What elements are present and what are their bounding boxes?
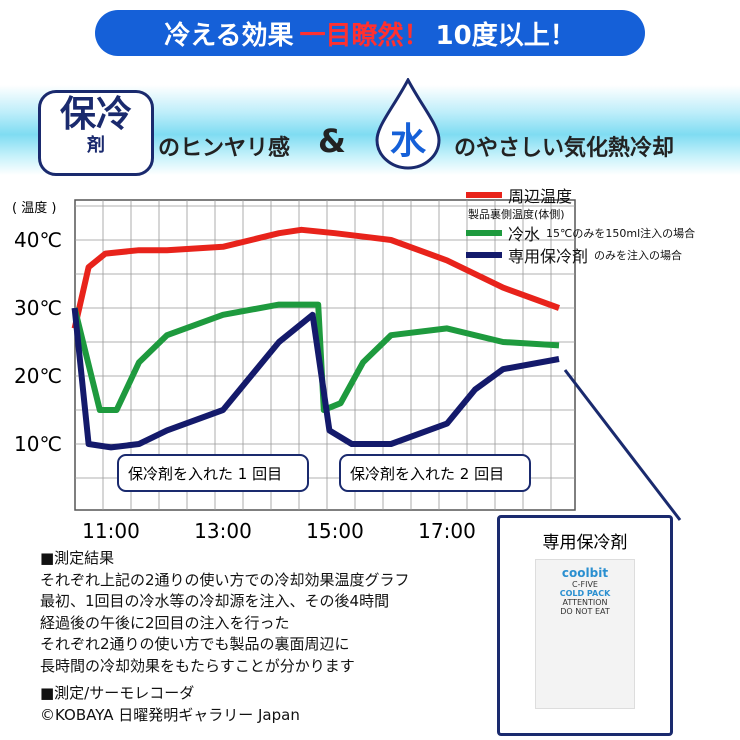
legend-green-note: 15℃のみを150ml注入の場合 bbox=[546, 227, 696, 240]
banner-text-1: 冷える効果 bbox=[164, 20, 294, 51]
results-line: それぞれ2通りの使い方でも製品の裏面周辺に bbox=[40, 635, 350, 653]
legend-green: 冷水 bbox=[508, 225, 541, 244]
series-line-専用保冷剤 bbox=[71, 307, 560, 451]
legend-navy: 専用保冷剤 bbox=[508, 247, 589, 266]
results-line: 最初、1回目の冷水等の冷却源を注入、その後4時間 bbox=[40, 592, 390, 610]
series-line-周辺温度 bbox=[71, 226, 561, 330]
y-tick-label: 10℃ bbox=[14, 432, 62, 456]
ampersand: & bbox=[318, 122, 346, 160]
y-tick-label: 30℃ bbox=[14, 296, 62, 320]
pack-title: 専用保冷剤 bbox=[542, 533, 628, 553]
callout-1-text: 保冷剤を入れた 1 回目 bbox=[128, 465, 282, 483]
headline-banner: 冷える効果 一目瞭然！ 10度以上！ bbox=[95, 10, 645, 56]
temperature-chart: ( 温度 ) 10℃20℃30℃40℃11:00 13:00 15:00 17:00 … bbox=[12, 199, 682, 540]
series-line-冷水 bbox=[71, 301, 560, 413]
banner-text-3: 10度以上！ bbox=[435, 20, 576, 51]
badge-main: 保冷 bbox=[59, 94, 132, 135]
callout-2: 保冷剤を入れた 2 回目 bbox=[339, 454, 531, 492]
method: ■測定/サーモレコーダ bbox=[40, 684, 195, 702]
chart-legend: 周辺温度 製品裏側温度(体側) 冷水 15℃のみを150ml注入の場合 専用保冷剤… bbox=[466, 184, 695, 266]
water-char: 水 bbox=[389, 121, 426, 162]
y-axis-label: ( 温度 ) bbox=[12, 200, 56, 216]
pack-warning: DO NOT EAT bbox=[560, 607, 610, 616]
cold-pack-badge: 保冷 剤 bbox=[38, 90, 154, 176]
cold-pack-panel: 専用保冷剤 coolbit C-FIVE COLD PACK ATTENTION… bbox=[497, 515, 673, 736]
legend-subtitle: 製品裏側温度(体側) bbox=[468, 208, 565, 221]
x-tick-label: 13:00 bbox=[194, 519, 252, 540]
x-tick-label: 17:00 bbox=[418, 519, 476, 540]
y-tick-label: 40℃ bbox=[14, 228, 62, 252]
badge-sub: 剤 bbox=[87, 135, 105, 156]
y-tick-label: 20℃ bbox=[14, 364, 62, 388]
results-title: ■測定結果 bbox=[40, 549, 115, 567]
legend-red: 周辺温度 bbox=[508, 187, 573, 206]
pack-model: C-FIVE bbox=[572, 580, 598, 589]
results-line: それぞれ上記の2通りの使い方での冷却効果温度グラフ bbox=[40, 570, 410, 589]
x-tick-label: 11:00 bbox=[82, 519, 140, 540]
header-text-1: のヒンヤリ感 bbox=[158, 136, 291, 161]
x-tick-label: 15:00 bbox=[306, 519, 364, 540]
water-drop-icon: 水 bbox=[373, 76, 443, 170]
callout-1: 保冷剤を入れた 1 回目 bbox=[117, 454, 309, 492]
callout-2-text: 保冷剤を入れた 2 回目 bbox=[350, 465, 504, 483]
legend-navy-note: のみを注入の場合 bbox=[594, 249, 683, 262]
credit: ©KOBAYA 日曜発明ギャラリー Japan bbox=[40, 705, 300, 724]
results-text: ■測定結果 それぞれ上記の2通りの使い方での冷却効果温度グラフ 最初、1回目の冷… bbox=[40, 548, 410, 726]
pack-type: COLD PACK bbox=[559, 589, 611, 598]
results-line: 経過後の午後に2回目の注入を行った bbox=[40, 613, 290, 632]
pack-attention: ATTENTION bbox=[562, 598, 608, 607]
pack-pointer-line bbox=[563, 369, 682, 521]
results-line: 長時間の冷却効果をもたらすことが分かります bbox=[40, 656, 355, 675]
cold-pack-image: coolbit C-FIVE COLD PACK ATTENTION DO NO… bbox=[535, 559, 635, 709]
header-text-2: のやさしい気化熱冷却 bbox=[454, 136, 675, 161]
banner-text-2: 一目瞭然！ bbox=[299, 20, 430, 51]
pack-brand: coolbit bbox=[561, 566, 609, 580]
